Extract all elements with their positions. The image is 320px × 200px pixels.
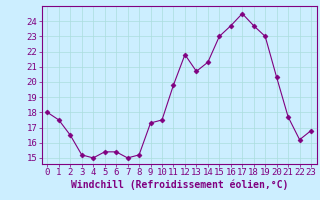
X-axis label: Windchill (Refroidissement éolien,°C): Windchill (Refroidissement éolien,°C) [70,180,288,190]
